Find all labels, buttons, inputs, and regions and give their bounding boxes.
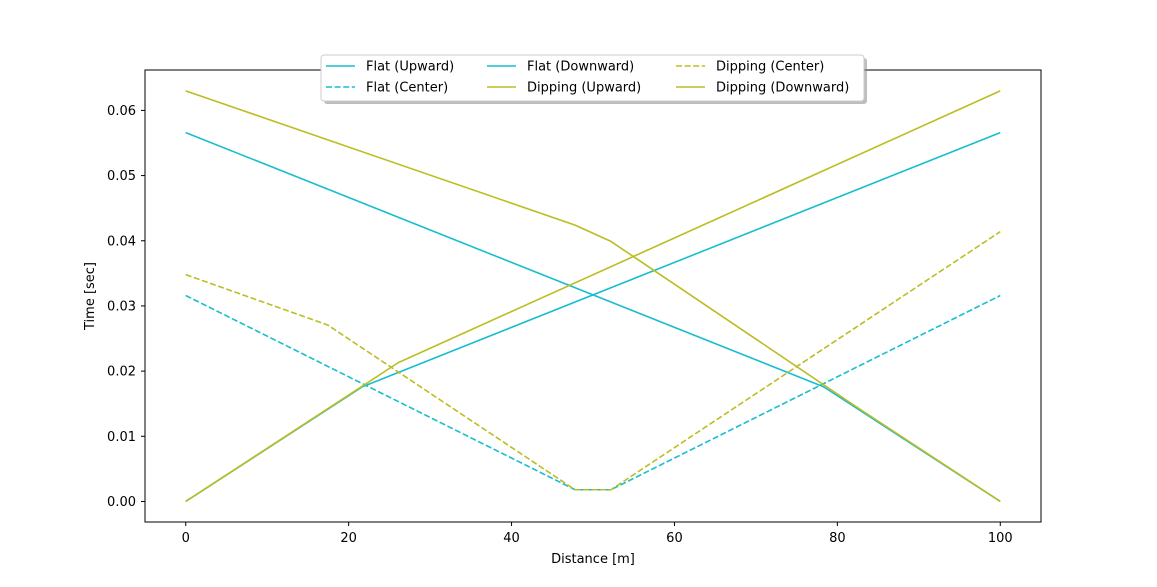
y-tick-label: 0.03 (107, 299, 136, 314)
y-tick-label: 0.05 (107, 169, 136, 184)
series-line-5 (185, 90, 1001, 503)
x-axis: 0 20 40 60 80 100 (182, 522, 1013, 546)
plot-area (145, 70, 1041, 522)
legend-label: Dipping (Downward) (716, 81, 849, 96)
x-axis-label: Distance [m] (551, 552, 635, 567)
y-tick-label: 0.04 (107, 234, 136, 249)
legend-label: Dipping (Center) (716, 60, 824, 75)
x-tick-label: 20 (340, 531, 357, 546)
series-layer (185, 90, 1001, 503)
x-tick-label: 100 (988, 531, 1013, 546)
y-tick-label: 0.00 (107, 495, 136, 510)
series-line-3 (185, 90, 1001, 503)
x-tick-label: 80 (829, 531, 846, 546)
series-line-4 (185, 230, 1001, 491)
x-tick-label: 40 (503, 531, 520, 546)
y-tick-label: 0.01 (107, 430, 136, 445)
legend: Flat (Upward) Flat (Center) Flat (Downward… (320, 54, 867, 104)
y-tick-label: 0.06 (107, 104, 136, 119)
legend-label: Dipping (Upward) (527, 81, 641, 96)
legend-frame (320, 54, 865, 102)
legend-label: Flat (Downward) (527, 60, 634, 75)
x-tick-label: 0 (182, 531, 190, 546)
x-tick-label: 60 (666, 531, 683, 546)
legend-label: Flat (Upward) (366, 60, 454, 75)
y-axis-label: Time [sec] (83, 262, 98, 331)
legend-label: Flat (Center) (366, 81, 448, 96)
y-tick-label: 0.02 (107, 365, 136, 380)
y-axis: 0.00 0.01 0.02 0.03 0.04 0.05 0.06 (107, 104, 145, 510)
